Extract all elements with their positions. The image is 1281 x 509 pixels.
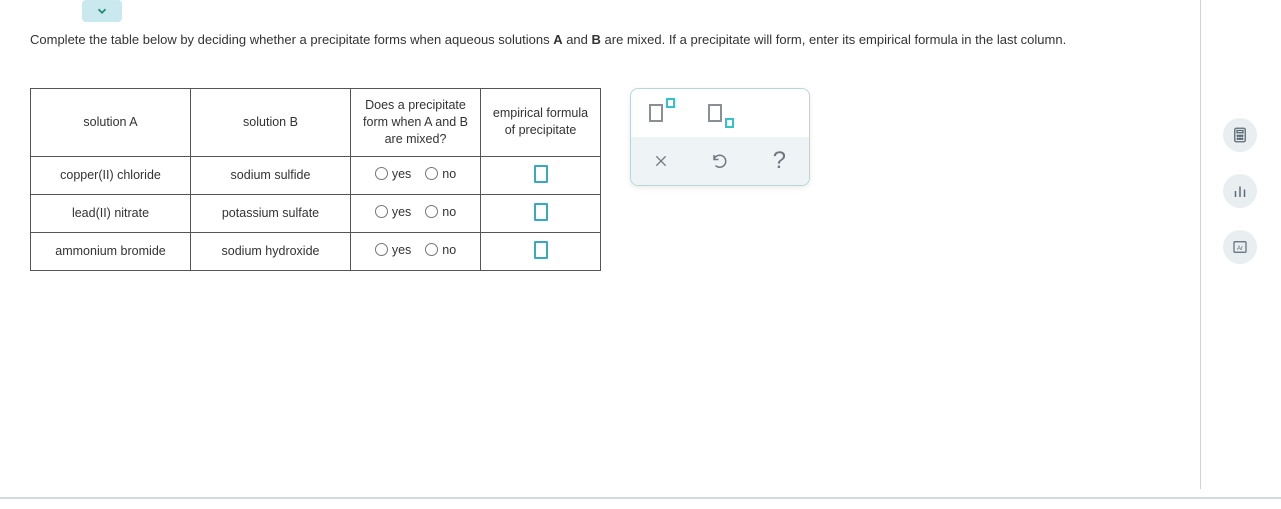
toolbox-spacer: [750, 89, 809, 137]
table-row: lead(II) nitrate potassium sulfate yes n…: [31, 194, 601, 232]
radio-yes[interactable]: [375, 243, 388, 256]
cell-solution-a: ammonium bromide: [31, 232, 191, 270]
radio-no-label[interactable]: no: [425, 205, 456, 219]
header-solution-a: solution A: [31, 89, 191, 157]
question-prompt: Complete the table below by deciding whe…: [30, 30, 1161, 50]
radio-yes[interactable]: [375, 205, 388, 218]
cell-formula: [481, 156, 601, 194]
help-icon: ?: [773, 147, 786, 175]
formula-input[interactable]: [534, 241, 548, 259]
clear-button[interactable]: [631, 137, 690, 185]
radio-yes-label[interactable]: yes: [375, 167, 411, 181]
radio-no[interactable]: [425, 167, 438, 180]
prompt-text-post: are mixed. If a precipitate will form, e…: [601, 32, 1066, 47]
precipitate-table: solution A solution B Does a precipitate…: [30, 88, 601, 271]
periodic-table-icon: Ar: [1231, 238, 1249, 256]
cell-solution-a: copper(II) chloride: [31, 156, 191, 194]
bottom-divider: [0, 497, 1281, 499]
radio-no[interactable]: [425, 205, 438, 218]
subscript-button[interactable]: [690, 89, 749, 137]
svg-text:Ar: Ar: [1237, 246, 1243, 252]
radio-no-text: no: [442, 167, 456, 181]
chevron-down-icon: [95, 4, 109, 18]
reset-button[interactable]: [690, 137, 749, 185]
cell-solution-b: sodium sulfide: [191, 156, 351, 194]
vertical-divider: [1200, 0, 1201, 489]
radio-yes-label[interactable]: yes: [375, 243, 411, 257]
collapse-toggle[interactable]: [82, 0, 122, 22]
table-row: copper(II) chloride sodium sulfide yes n…: [31, 156, 601, 194]
cell-formula: [481, 232, 601, 270]
bar-chart-icon: [1231, 182, 1249, 200]
radio-yes-text: yes: [392, 167, 411, 181]
cell-yes-no: yes no: [351, 232, 481, 270]
entry-toolbox: ?: [630, 88, 810, 186]
chart-button[interactable]: [1223, 174, 1257, 208]
table-row: ammonium bromide sodium hydroxide yes no: [31, 232, 601, 270]
cell-solution-a: lead(II) nitrate: [31, 194, 191, 232]
radio-yes-text: yes: [392, 243, 411, 257]
cell-solution-b: potassium sulfate: [191, 194, 351, 232]
radio-no-label[interactable]: no: [425, 167, 456, 181]
radio-yes-label[interactable]: yes: [375, 205, 411, 219]
cell-yes-no: yes no: [351, 156, 481, 194]
formula-input[interactable]: [534, 165, 548, 183]
calculator-icon: [1231, 126, 1249, 144]
periodic-table-button[interactable]: Ar: [1223, 230, 1257, 264]
cell-yes-no: yes no: [351, 194, 481, 232]
cell-solution-b: sodium hydroxide: [191, 232, 351, 270]
prompt-text-mid: and: [563, 32, 592, 47]
radio-no-text: no: [442, 243, 456, 257]
formula-input[interactable]: [534, 203, 548, 221]
calculator-button[interactable]: [1223, 118, 1257, 152]
side-toolbar: Ar: [1223, 118, 1257, 264]
prompt-bold-a: A: [553, 32, 562, 47]
close-icon: [653, 153, 669, 169]
prompt-bold-b: B: [592, 32, 601, 47]
header-solution-b: solution B: [191, 89, 351, 157]
superscript-button[interactable]: [631, 89, 690, 137]
cell-formula: [481, 194, 601, 232]
table-header-row: solution A solution B Does a precipitate…: [31, 89, 601, 157]
radio-yes-text: yes: [392, 205, 411, 219]
undo-icon: [711, 152, 729, 170]
radio-no-label[interactable]: no: [425, 243, 456, 257]
superscript-icon: [647, 102, 675, 124]
help-button[interactable]: ?: [750, 137, 809, 185]
subscript-icon: [706, 102, 734, 124]
radio-no[interactable]: [425, 243, 438, 256]
header-formula: empirical formula of precipitate: [481, 89, 601, 157]
radio-yes[interactable]: [375, 167, 388, 180]
prompt-text-pre: Complete the table below by deciding whe…: [30, 32, 553, 47]
header-precipitate-q: Does a precipitate form when A and B are…: [351, 89, 481, 157]
radio-no-text: no: [442, 205, 456, 219]
